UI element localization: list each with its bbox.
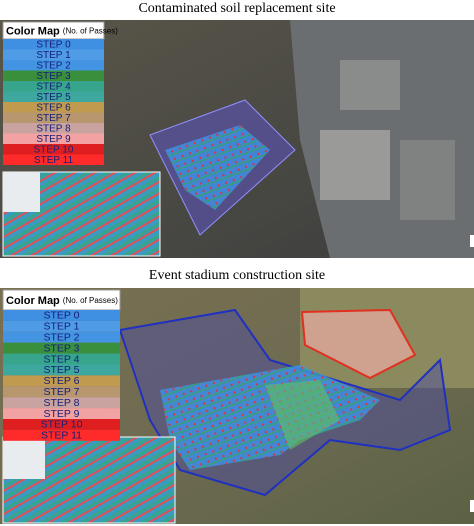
- legend-title-sub: (No. of Passes): [63, 27, 118, 36]
- legend-label: STEP 2: [44, 332, 80, 344]
- legend-swatch: [3, 123, 104, 134]
- legend-label: STEP 11: [34, 155, 74, 166]
- legend-label: STEP 10: [34, 144, 74, 155]
- legend-swatch: [3, 364, 120, 376]
- panel-title: Event stadium construction site: [149, 268, 325, 283]
- legend-swatch: [3, 81, 104, 92]
- legend-title: Color Map (No. of Passes): [6, 295, 118, 307]
- legend-swatch: [3, 60, 104, 71]
- legend-swatch: [3, 419, 120, 430]
- legend-label: STEP 8: [36, 123, 71, 134]
- legend-label: STEP 3: [36, 71, 71, 82]
- legend-swatch: [3, 331, 120, 343]
- legend-label: STEP 9: [44, 408, 80, 420]
- legend-label: STEP 7: [44, 386, 80, 398]
- legend-swatch: [3, 320, 120, 332]
- legend-label: STEP 1: [36, 50, 71, 61]
- legend-title-sub: (No. of Passes): [63, 296, 118, 305]
- legend-swatch: [3, 353, 120, 365]
- inset-2: [2, 436, 176, 524]
- legend-swatch: [3, 375, 120, 387]
- legend-title-main: Color Map: [6, 25, 60, 37]
- legend-swatch: [3, 429, 120, 441]
- legend-swatch: [3, 49, 104, 60]
- legend-label: STEP 11: [41, 430, 82, 442]
- legend-swatch: [3, 386, 120, 398]
- panel-title: Contaminated soil replacement site: [138, 1, 335, 16]
- legend-swatch: [3, 91, 104, 102]
- legend-label: STEP 6: [44, 375, 80, 387]
- legend-swatch: [3, 112, 104, 123]
- legend-label: STEP 4: [36, 81, 71, 92]
- legend-swatch: [3, 144, 104, 155]
- legend-title-main: Color Map: [6, 295, 60, 307]
- legend-swatch: [3, 310, 120, 321]
- legend-label: STEP 3: [44, 342, 80, 354]
- legend-label: STEP 2: [36, 60, 71, 71]
- legend-label: STEP 6: [36, 102, 71, 113]
- legend-label: STEP 1: [44, 321, 80, 333]
- legend-label: STEP 4: [44, 353, 80, 365]
- legend-label: STEP 0: [36, 39, 71, 50]
- legend-swatch: [3, 397, 120, 409]
- legend-swatch: [3, 133, 104, 144]
- inset-1: [2, 171, 161, 257]
- legend-swatch: [3, 70, 104, 81]
- legend-label: STEP 10: [41, 419, 83, 431]
- legend-label: STEP 0: [44, 310, 80, 322]
- legend-label: STEP 5: [36, 92, 71, 103]
- legend-label: STEP 8: [44, 397, 80, 409]
- legend-label: STEP 7: [36, 113, 71, 124]
- legend-label: STEP 9: [36, 134, 71, 145]
- legend-title: Color Map (No. of Passes): [6, 25, 118, 37]
- legend-swatch: [3, 408, 120, 419]
- legend-swatch: [3, 39, 104, 50]
- legend-label: STEP 5: [44, 364, 80, 376]
- legend-swatch: [3, 102, 104, 113]
- legend-swatch: [3, 342, 120, 354]
- legend-swatch: [3, 154, 104, 165]
